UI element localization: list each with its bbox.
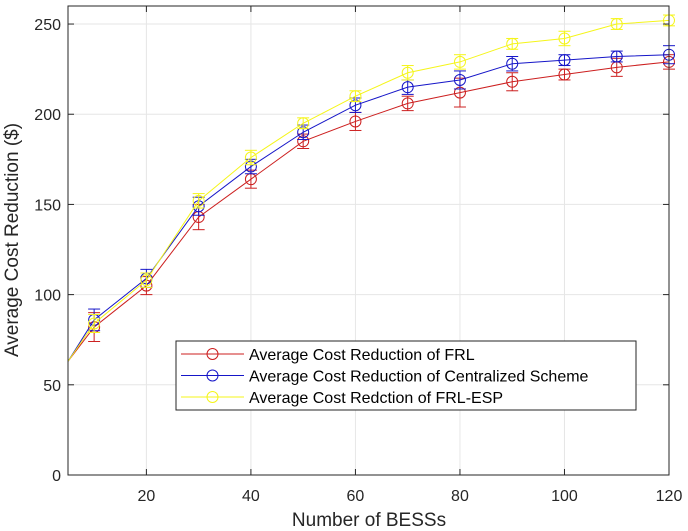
- legend-label: Average Cost Redction of FRL-ESP: [249, 390, 503, 407]
- x-tick-label: 20: [137, 488, 155, 505]
- y-tick-label: 100: [34, 288, 61, 305]
- x-tick-label: 80: [451, 488, 469, 505]
- y-tick-label: 200: [34, 107, 61, 124]
- data-point: [349, 90, 362, 103]
- data-point: [506, 57, 519, 70]
- data-point: [506, 37, 519, 50]
- data-point: [558, 68, 571, 81]
- x-tick-label: 60: [347, 488, 365, 505]
- legend: Average Cost Reduction of FRL Average Cos…: [175, 340, 637, 411]
- grid: [68, 6, 670, 476]
- legend-marker: [206, 369, 219, 382]
- legend-marker: [206, 348, 219, 360]
- legend-label: Average Cost Reduction of FRL: [249, 347, 475, 364]
- legend-label: Average Cost Reduction of Centralized Sc…: [249, 369, 589, 386]
- y-axis-label: Average Cost Reduction ($): [2, 123, 23, 357]
- tick-labels: 20 40 60 80 100 120 0 50 100 150 200 250: [34, 6, 682, 505]
- plot-frame: [67, 5, 670, 476]
- data-point: [401, 97, 414, 110]
- data-point: [558, 32, 571, 45]
- data-point: [140, 274, 153, 287]
- x-tick-label: 100: [551, 488, 578, 505]
- data-point: [453, 73, 466, 86]
- y-tick-label: 150: [34, 197, 61, 214]
- data-point: [192, 194, 205, 207]
- x-axis-label: Number of BESSs: [292, 510, 446, 531]
- legend-box: [175, 340, 637, 411]
- data-point: [401, 66, 414, 79]
- data-point: [506, 75, 519, 88]
- x-tick-label: 40: [242, 488, 260, 505]
- series-3: [67, 14, 675, 362]
- data-point: [297, 117, 310, 130]
- data-point: [453, 55, 466, 68]
- x-tick-label: 120: [656, 488, 683, 505]
- y-tick-label: 250: [34, 17, 61, 34]
- data-point: [349, 115, 362, 128]
- data-point: [244, 151, 257, 164]
- legend-marker: [206, 391, 219, 403]
- data-point: [401, 81, 414, 94]
- data-point: [88, 317, 101, 330]
- data-point: [610, 50, 623, 63]
- y-tick-label: 0: [52, 468, 61, 485]
- y-tick-label: 50: [43, 378, 61, 395]
- data-point: [558, 54, 571, 67]
- data-point: [610, 18, 623, 31]
